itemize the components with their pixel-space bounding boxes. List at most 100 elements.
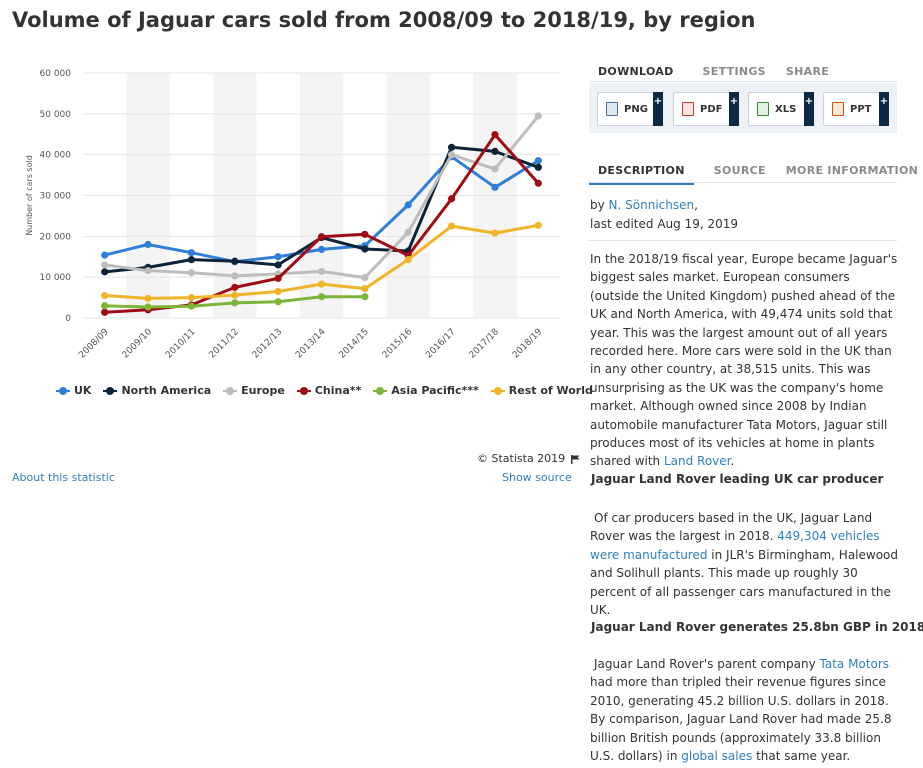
data-point-china xyxy=(534,179,542,187)
data-point-uk xyxy=(534,157,542,165)
data-point-north-america xyxy=(274,261,282,269)
tab-settings[interactable]: SETTINGS xyxy=(702,65,766,78)
data-point-europe xyxy=(447,151,456,159)
statista-credit[interactable]: © Statista 2019 xyxy=(477,452,580,465)
download-ppt-button[interactable]: PPT + xyxy=(823,92,889,126)
legend-item-north-america[interactable]: North America xyxy=(103,384,211,397)
author-link[interactable]: N. Sönnichsen xyxy=(608,198,695,212)
data-point-north-america xyxy=(231,257,239,265)
data-point-china xyxy=(101,308,109,316)
data-point-china xyxy=(274,274,282,282)
y-tick-label: 50 000 xyxy=(40,110,72,120)
data-point-north-america xyxy=(534,163,542,171)
data-point-europe xyxy=(231,272,239,280)
legend-swatch-icon xyxy=(103,386,118,396)
last-edited: last edited Aug 19, 2019 xyxy=(590,217,738,231)
download-label: PDF xyxy=(700,103,723,115)
y-tick-label: 0 xyxy=(65,314,71,324)
legend-label: Asia Pacific*** xyxy=(391,384,479,397)
download-xls-button[interactable]: XLS + xyxy=(748,92,814,126)
plus-icon[interactable]: + xyxy=(804,92,814,126)
tab-description[interactable]: DESCRIPTION xyxy=(589,164,694,185)
meta-divider xyxy=(589,240,897,241)
data-point-asia-pacific xyxy=(274,298,282,306)
data-point-europe xyxy=(534,112,542,120)
legend-swatch-icon xyxy=(223,386,238,396)
tab-more-information[interactable]: MORE INFORMATION xyxy=(785,164,919,177)
description-paragraph: In the 2018/19 fiscal year, Europe becam… xyxy=(590,250,902,471)
y-axis-label: Number of cars sold xyxy=(25,155,34,236)
legend-swatch-icon xyxy=(296,386,311,396)
legend-label: China** xyxy=(314,384,362,397)
pdf-file-icon xyxy=(682,102,694,116)
by-text: by xyxy=(590,198,609,212)
data-point-rest-of-world xyxy=(144,294,152,302)
legend-item-uk[interactable]: UK xyxy=(56,384,91,397)
land-rover-link[interactable]: Land Rover xyxy=(663,454,731,469)
data-point-asia-pacific xyxy=(361,293,369,301)
ppt-file-icon xyxy=(832,102,844,116)
x-tick-label: 2010/11 xyxy=(164,327,198,361)
x-tick-label: 2018/19 xyxy=(511,327,545,361)
plus-icon[interactable]: + xyxy=(653,92,663,126)
data-point-uk xyxy=(274,253,282,261)
data-point-asia-pacific xyxy=(187,302,196,310)
data-point-europe xyxy=(101,261,109,269)
legend-label: North America xyxy=(121,384,212,397)
y-tick-label: 10 000 xyxy=(40,273,72,283)
legend-swatch-icon xyxy=(490,386,505,396)
tab-source[interactable]: SOURCE xyxy=(713,164,766,177)
tab-share[interactable]: SHARE xyxy=(785,65,830,78)
data-point-north-america xyxy=(187,256,196,264)
subheading: Jaguar Land Rover leading UK car produce… xyxy=(591,472,884,486)
data-point-rest-of-world xyxy=(231,291,239,299)
plus-icon[interactable]: + xyxy=(729,92,739,126)
data-point-europe xyxy=(491,165,499,173)
flag-icon xyxy=(570,454,580,464)
legend-item-asia-pacific[interactable]: Asia Pacific*** xyxy=(373,384,479,397)
data-point-north-america xyxy=(101,268,109,276)
plus-icon[interactable]: + xyxy=(879,92,889,126)
x-tick-label: 2017/18 xyxy=(468,327,502,361)
y-tick-label: 60 000 xyxy=(40,69,72,79)
data-point-china xyxy=(231,283,239,291)
subheading: Jaguar Land Rover generates 25.8bn GBP i… xyxy=(591,620,923,634)
data-point-asia-pacific xyxy=(317,293,326,301)
data-point-china xyxy=(491,131,499,139)
about-statistic-link[interactable]: About this statistic xyxy=(12,471,115,484)
legend-dot xyxy=(59,386,67,395)
y-tick-label: 30 000 xyxy=(40,192,72,202)
legend-item-rest-of-world[interactable]: Rest of World xyxy=(490,384,593,397)
data-point-rest-of-world xyxy=(491,229,499,237)
data-point-north-america xyxy=(447,143,456,151)
data-point-europe xyxy=(361,273,369,282)
author-meta: by N. Sönnichsen, last edited Aug 19, 20… xyxy=(590,196,738,234)
desc-text: had more than tripled their revenue figu… xyxy=(590,675,892,764)
global-sales-link[interactable]: global sales xyxy=(681,749,753,764)
data-point-north-america xyxy=(361,245,369,253)
x-tick-label: 2013/14 xyxy=(294,327,328,361)
desc-text: Of car producers based in the UK, Jaguar… xyxy=(590,511,873,544)
desc-text: . xyxy=(730,454,735,469)
x-tick-label: 2009/10 xyxy=(121,327,155,361)
legend-dot xyxy=(226,386,235,395)
data-point-europe xyxy=(144,267,152,275)
tabs-divider xyxy=(589,81,897,82)
tata-motors-link[interactable]: Tata Motors xyxy=(819,657,890,671)
png-file-icon xyxy=(606,102,618,116)
download-pdf-button[interactable]: PDF + xyxy=(673,92,739,126)
legend-swatch-icon xyxy=(373,386,388,396)
desc-text: In the 2018/19 fiscal year, Europe becam… xyxy=(590,252,898,469)
download-panel: PNG + PDF + XLS + PPT + xyxy=(589,83,897,133)
vehicles-manufactured-link[interactable]: 449,304 vehicles were manufactured xyxy=(590,529,880,562)
data-point-uk xyxy=(491,183,499,191)
legend-item-europe[interactable]: Europe xyxy=(223,384,285,397)
legend-label: UK xyxy=(74,384,92,397)
legend-dot xyxy=(299,386,308,395)
x-tick-label: 2015/16 xyxy=(381,327,415,361)
show-source-link[interactable]: Show source xyxy=(502,471,572,484)
download-png-button[interactable]: PNG + xyxy=(597,92,663,126)
download-label: PNG xyxy=(624,103,648,115)
y-tick-label: 40 000 xyxy=(40,151,72,161)
legend-item-china[interactable]: China** xyxy=(296,384,362,397)
